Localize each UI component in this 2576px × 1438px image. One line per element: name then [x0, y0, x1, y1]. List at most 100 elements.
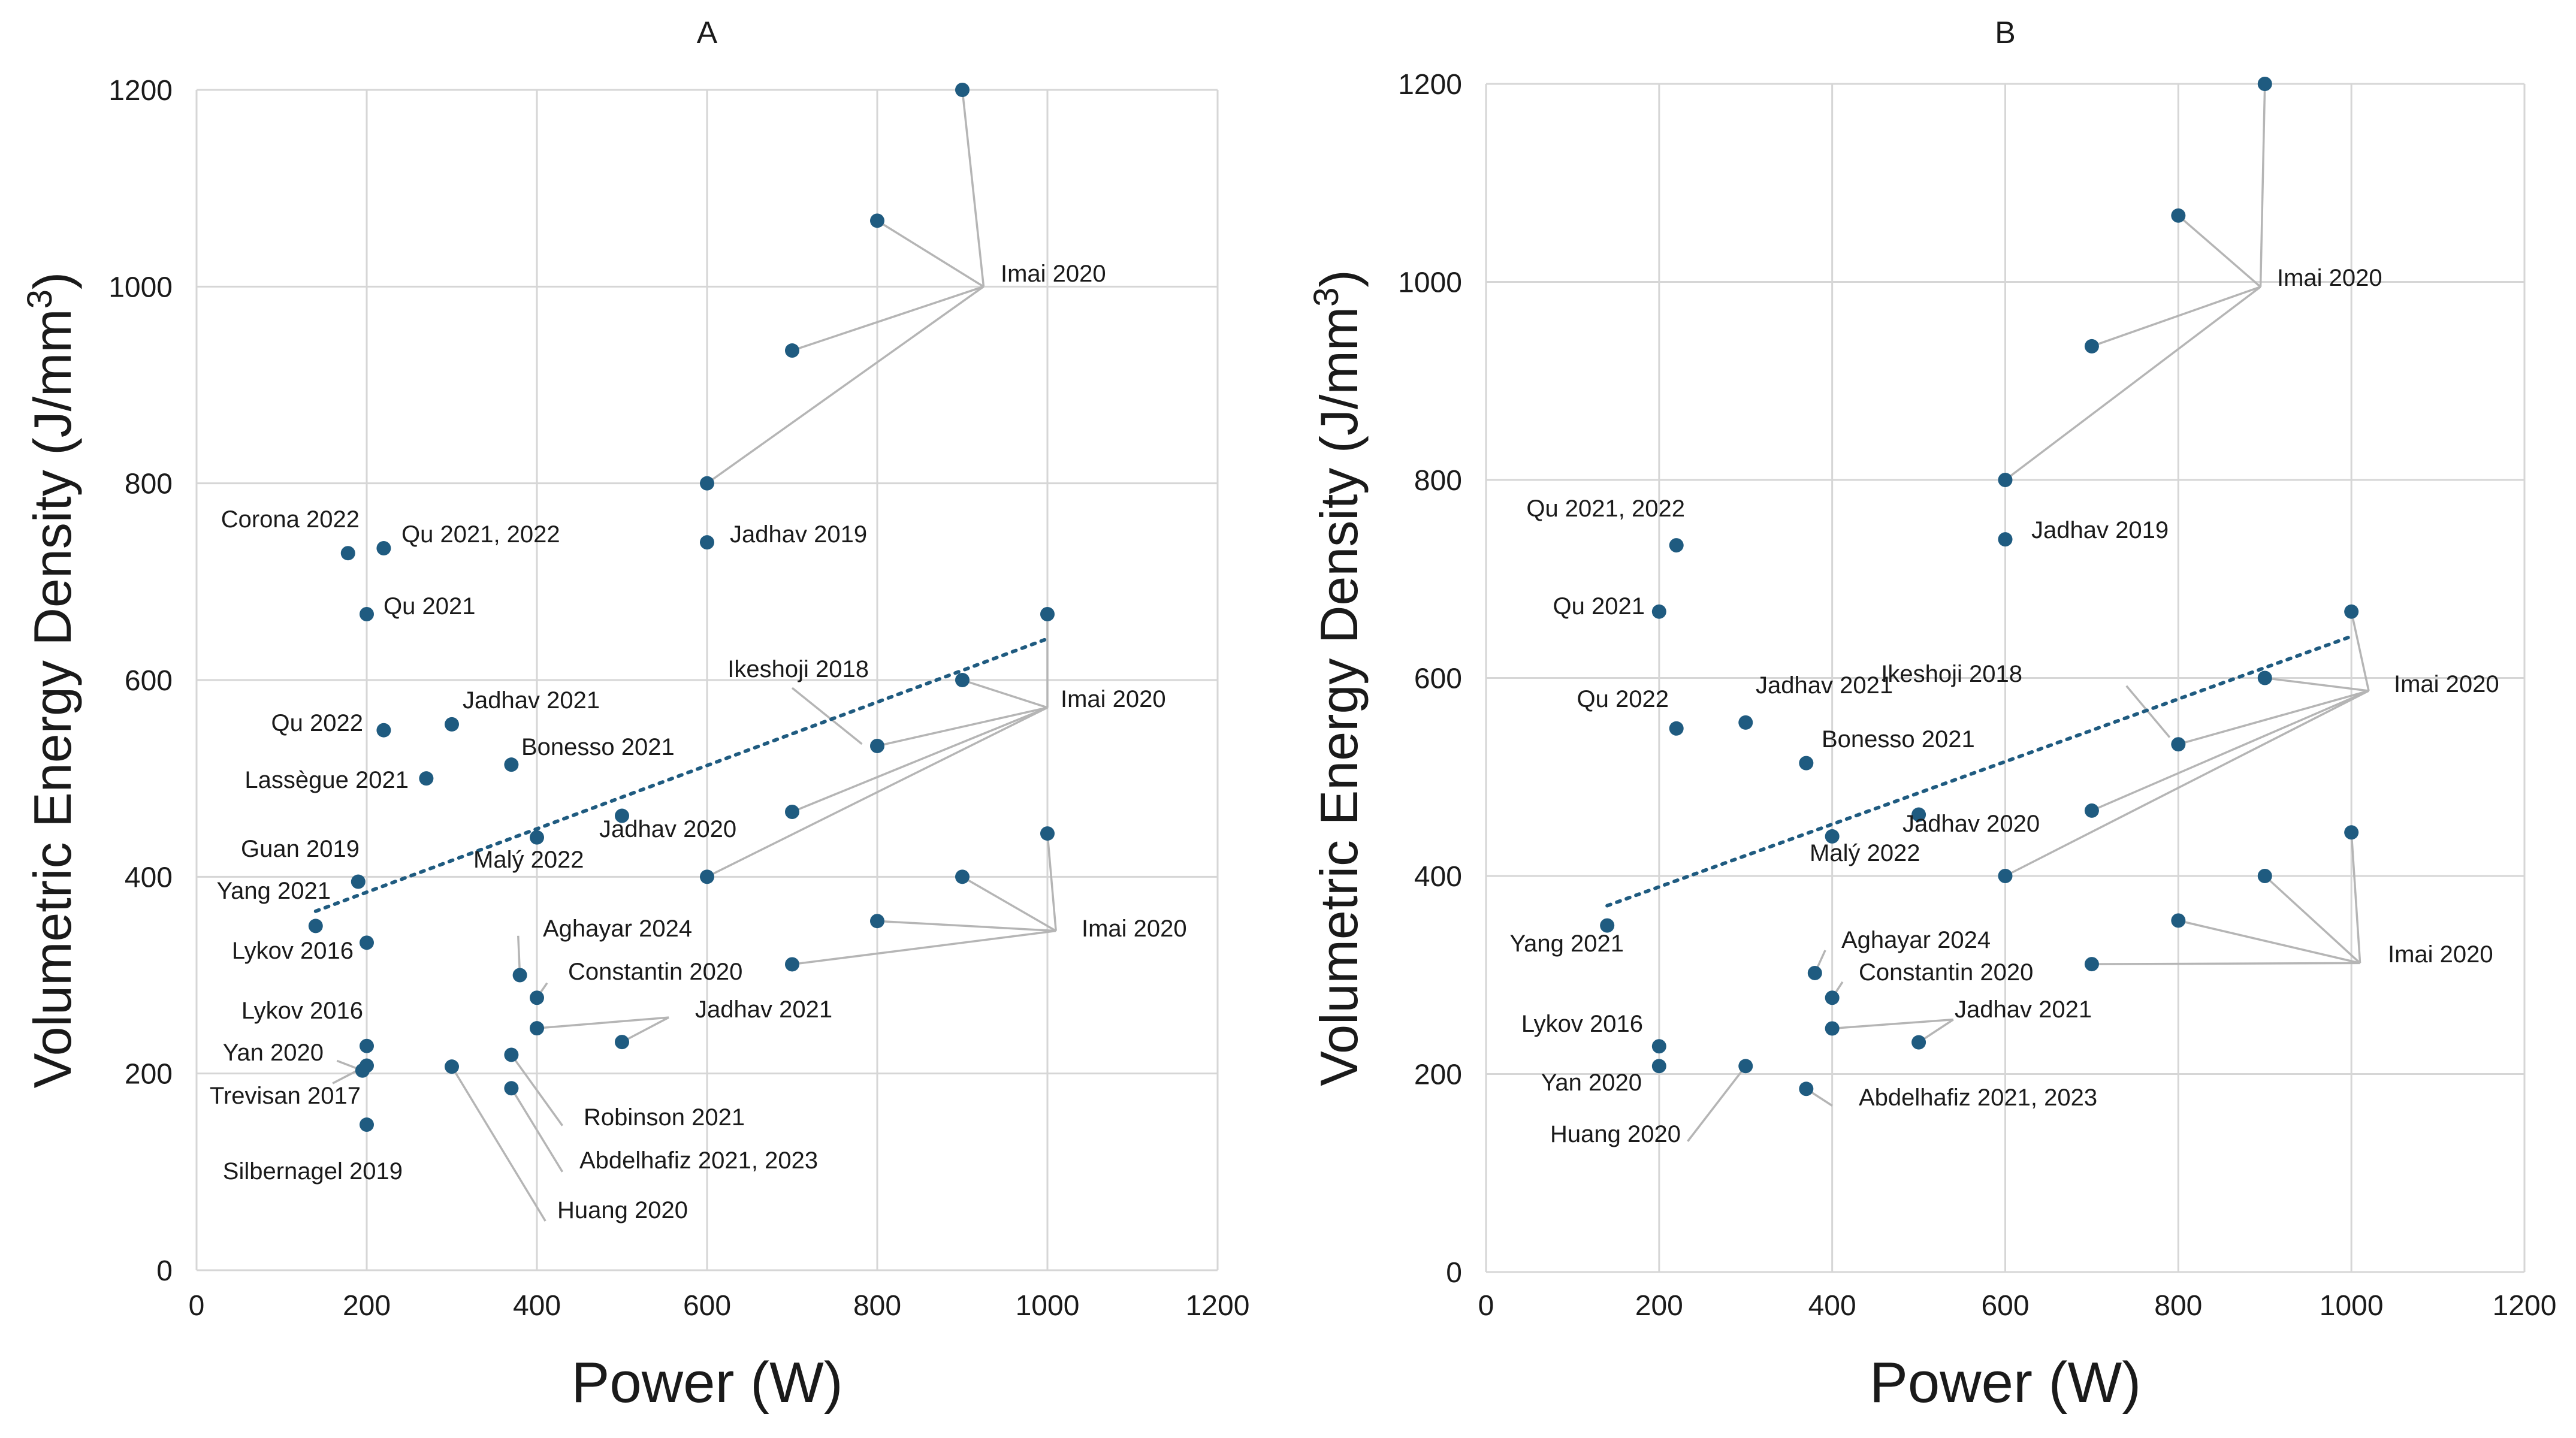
- leader-line: [1046, 833, 1057, 931]
- leader-line: [2091, 962, 2360, 965]
- data-label: Corona 2022: [221, 506, 360, 533]
- leader-line: [2004, 690, 2369, 877]
- leader-line: [451, 1066, 546, 1222]
- y-axis-label: Volumetric Energy Density (J/mm3): [20, 272, 83, 1088]
- data-label: Jadhav 2021: [463, 687, 600, 714]
- data-point: [1825, 829, 1840, 844]
- data-point: [360, 607, 374, 622]
- data-point: [2171, 737, 2186, 752]
- x-tick-label: 200: [1635, 1290, 1683, 1322]
- data-label: Aghayar 2024: [543, 916, 692, 942]
- leader-line: [2259, 83, 2266, 287]
- data-point: [376, 723, 391, 738]
- x-axis-label: Power (W): [571, 1351, 842, 1415]
- y-tick-label: 800: [1414, 465, 1462, 497]
- chart-b: 0 200 400 600 800 1000 1200 0 200 400 600 800 1000 12…: [1307, 16, 2557, 1415]
- data-point: [2084, 803, 2099, 818]
- data-point: [1040, 607, 1055, 622]
- data-point: [2257, 77, 2272, 91]
- trendline: [313, 637, 1049, 913]
- data-point: [955, 869, 970, 884]
- data-label: Qu 2021: [1553, 593, 1645, 620]
- data-point: [1651, 1039, 1666, 1054]
- data-point: [445, 717, 459, 732]
- x-tick-label: 200: [343, 1290, 391, 1322]
- leader-line: [536, 1016, 669, 1029]
- data-point: [376, 541, 391, 556]
- x-tick-label: 1000: [2320, 1290, 2384, 1322]
- data-label: Imai 2020: [2277, 265, 2382, 291]
- data-label: Ikeshoji 2018: [727, 656, 869, 682]
- data-point: [1600, 918, 1615, 933]
- data-label: Aghayar 2024: [1841, 927, 1991, 953]
- x-axis-label: Power (W): [1870, 1351, 2141, 1415]
- leader-line: [510, 1054, 564, 1126]
- data-point: [360, 935, 374, 950]
- chart-a: 0 200 400 600 800 1000 1200 0 200 400 600 800 1000 12…: [20, 16, 1250, 1415]
- leader-line: [2264, 676, 2369, 692]
- data-label: Jadhav 2021: [695, 996, 832, 1023]
- leader-line: [2091, 286, 2261, 348]
- data-point: [512, 968, 527, 983]
- data-point: [1998, 473, 2013, 487]
- data-point: [2171, 208, 2186, 223]
- leader-line: [961, 89, 985, 287]
- data-point: [360, 1117, 374, 1132]
- leader-line: [510, 1087, 564, 1173]
- data-label: Huang 2020: [557, 1197, 688, 1223]
- data-label: Imai 2020: [1061, 686, 1166, 712]
- leader-line: [2350, 832, 2361, 963]
- data-label: Yan 2020: [223, 1040, 324, 1066]
- leader-line: [706, 706, 1048, 878]
- data-point: [700, 476, 714, 491]
- data-point: [870, 914, 884, 929]
- data-point: [1911, 807, 1926, 822]
- data-point: [530, 830, 544, 845]
- x-tick-label: 400: [513, 1290, 561, 1322]
- data-label: Huang 2020: [1550, 1121, 1681, 1147]
- leader-line: [877, 920, 1056, 932]
- data-label: Qu 2022: [1577, 686, 1669, 712]
- leader-line: [962, 875, 1057, 932]
- data-point: [504, 1081, 519, 1096]
- data-label: Trevisan 2017: [210, 1083, 361, 1109]
- x-tick-label: 400: [1808, 1290, 1856, 1322]
- leader-line: [2091, 690, 2369, 812]
- leader-line: [1832, 1018, 1953, 1030]
- data-label: Constantin 2020: [568, 959, 742, 985]
- y-tick-label: 400: [125, 862, 173, 893]
- data-label: Jadhav 2019: [730, 521, 867, 548]
- y-axis-label: Volumetric Energy Density (J/mm3): [1307, 270, 1369, 1086]
- data-point: [530, 990, 544, 1005]
- leader-line: [2178, 690, 2369, 745]
- data-point: [360, 1038, 374, 1053]
- leader-line: [2178, 919, 2361, 965]
- data-point: [2344, 604, 2359, 619]
- data-label: Malý 2022: [1810, 840, 1920, 866]
- x-tick-label: 0: [189, 1290, 205, 1322]
- data-point: [1807, 965, 1822, 980]
- data-point: [351, 874, 366, 889]
- y-tick-label: 1000: [108, 271, 173, 303]
- data-label: Bonesso 2021: [521, 734, 675, 760]
- data-point: [955, 83, 970, 97]
- data-label: Lassègue 2021: [244, 767, 409, 793]
- y-tick-label: 1000: [1398, 267, 1462, 299]
- data-point: [360, 1058, 374, 1073]
- data-point: [785, 957, 799, 972]
- data-label: Qu 2022: [271, 710, 363, 736]
- x-tick-label: 600: [683, 1290, 731, 1322]
- x-tick-label: 1200: [1186, 1290, 1250, 1322]
- y-tick-label: 800: [125, 469, 173, 500]
- data-label: Bonesso 2021: [1822, 726, 1975, 753]
- y-tick-label: 600: [125, 665, 173, 697]
- leader-line: [2178, 215, 2261, 288]
- data-point: [870, 738, 884, 753]
- leader-line: [792, 929, 1056, 966]
- data-point: [1669, 721, 1684, 736]
- x-tick-label: 600: [1981, 1290, 2029, 1322]
- data-label: Imai 2020: [1082, 916, 1187, 942]
- leader-line: [1687, 1065, 1747, 1142]
- data-label: Yan 2020: [1541, 1070, 1642, 1096]
